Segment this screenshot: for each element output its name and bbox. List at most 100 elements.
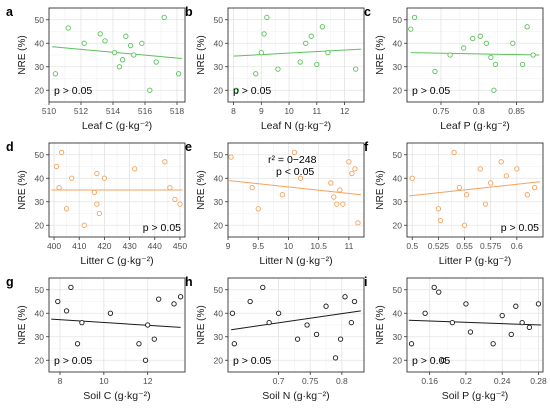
y-axis-label: NRE (%)	[196, 35, 207, 74]
data-point	[304, 322, 310, 328]
y-tick-label: 30	[214, 62, 224, 72]
y-tick-label: 50	[214, 285, 224, 295]
x-tick-label: 9	[226, 241, 231, 251]
data-point	[116, 64, 123, 70]
data-point	[264, 14, 270, 21]
y-tick-label: 30	[393, 62, 403, 72]
y-tick-label: 20	[35, 220, 45, 230]
x-tick-label: 10	[284, 106, 294, 116]
data-point	[177, 201, 183, 207]
data-points	[228, 149, 361, 226]
plot-frame	[48, 277, 186, 373]
annotation-p: p > 0.05	[143, 222, 181, 234]
data-points	[408, 14, 536, 93]
x-tick-label: 450	[173, 241, 187, 251]
y-axis-label: NRE (%)	[375, 170, 386, 209]
data-point	[332, 355, 339, 361]
data-point	[65, 25, 71, 31]
y-tick-label: 20	[214, 355, 224, 365]
y-axis-label: NRE (%)	[17, 35, 28, 74]
x-tick-label: 0.5	[406, 241, 418, 251]
data-point	[463, 192, 470, 198]
data-point	[483, 40, 489, 46]
data-points	[55, 284, 184, 363]
x-tick-label: 10	[284, 241, 294, 251]
panel-label: f	[364, 140, 369, 154]
x-tick-label: 0.7	[273, 376, 285, 386]
data-point	[530, 52, 536, 58]
x-axis-label: Litter P (g·kg⁻²)	[439, 255, 511, 267]
data-point	[308, 33, 314, 39]
data-point	[437, 217, 444, 224]
data-point	[408, 26, 414, 32]
panel-label: e	[185, 140, 192, 154]
data-point	[531, 184, 538, 191]
x-tick-label: 11	[312, 106, 321, 116]
y-tick-label: 30	[393, 197, 403, 207]
y-axis-label: NRE (%)	[375, 305, 386, 344]
y-tick-label: 30	[35, 197, 45, 207]
data-point	[331, 194, 337, 200]
data-point	[477, 166, 483, 172]
x-tick-label: 0.28	[530, 376, 547, 386]
trend-line	[408, 319, 542, 326]
data-point	[463, 301, 469, 307]
y-tick-label: 20	[214, 220, 224, 230]
data-point	[449, 319, 455, 326]
data-point	[231, 341, 237, 347]
y-tick-label: 50	[393, 285, 403, 295]
annotation-p: p < 0.05	[276, 166, 314, 178]
data-point	[127, 42, 134, 49]
annotation-r2: r² = 0−248	[268, 154, 317, 166]
data-point	[123, 33, 129, 39]
y-tick-label: 40	[214, 173, 224, 183]
data-point	[524, 24, 530, 30]
data-point	[303, 40, 309, 46]
y-tick-label: 50	[214, 15, 224, 25]
data-point	[161, 14, 167, 21]
plot-frame	[227, 142, 365, 238]
data-point	[328, 180, 334, 186]
data-point	[447, 52, 453, 58]
x-tick-label: 0.8	[473, 106, 485, 116]
data-point	[513, 303, 519, 309]
x-tick-label: 11	[344, 241, 353, 251]
data-point	[488, 180, 494, 186]
x-tick-label: 516	[138, 106, 152, 116]
plot-frame	[406, 7, 544, 103]
data-point	[342, 294, 348, 300]
data-point	[491, 87, 497, 93]
trend-line	[233, 48, 362, 57]
y-tick-label: 40	[393, 38, 403, 48]
x-tick-label: 0.6	[511, 241, 523, 251]
data-points	[52, 14, 182, 93]
data-point	[482, 201, 489, 207]
x-axis-label: Leaf P (g·kg⁻²)	[440, 120, 510, 132]
y-tick-label: 30	[214, 197, 224, 207]
data-point	[153, 59, 159, 65]
gridlines	[228, 8, 364, 102]
y-tick-label: 40	[35, 38, 45, 48]
y-tick-label: 50	[35, 150, 45, 160]
y-tick-label: 40	[35, 308, 45, 318]
data-point	[451, 149, 457, 156]
x-tick-label: 400	[47, 241, 61, 251]
trend-line	[409, 181, 540, 197]
chart-panel-g: 8 10 12 20 30 40 50 Soil C (g·kg⁻²) NRE (%) g p > …	[6, 275, 186, 402]
data-point	[101, 175, 108, 181]
data-point	[519, 61, 526, 68]
data-point	[422, 310, 428, 316]
data-point	[431, 284, 437, 291]
data-point	[249, 184, 255, 191]
x-tick-label: 9	[259, 106, 264, 116]
chart-panel-a: 510 512 514 516 518 20 30 40 50 Leaf C (g·kg⁻²) NR…	[6, 5, 186, 132]
data-point	[81, 222, 87, 228]
data-point	[151, 336, 157, 342]
annotation-p: p > 0.05	[412, 355, 450, 367]
data-points	[408, 284, 542, 363]
data-point	[171, 301, 177, 307]
data-point	[275, 310, 282, 316]
data-point	[266, 319, 272, 326]
data-point	[52, 71, 59, 77]
data-point	[97, 31, 103, 37]
